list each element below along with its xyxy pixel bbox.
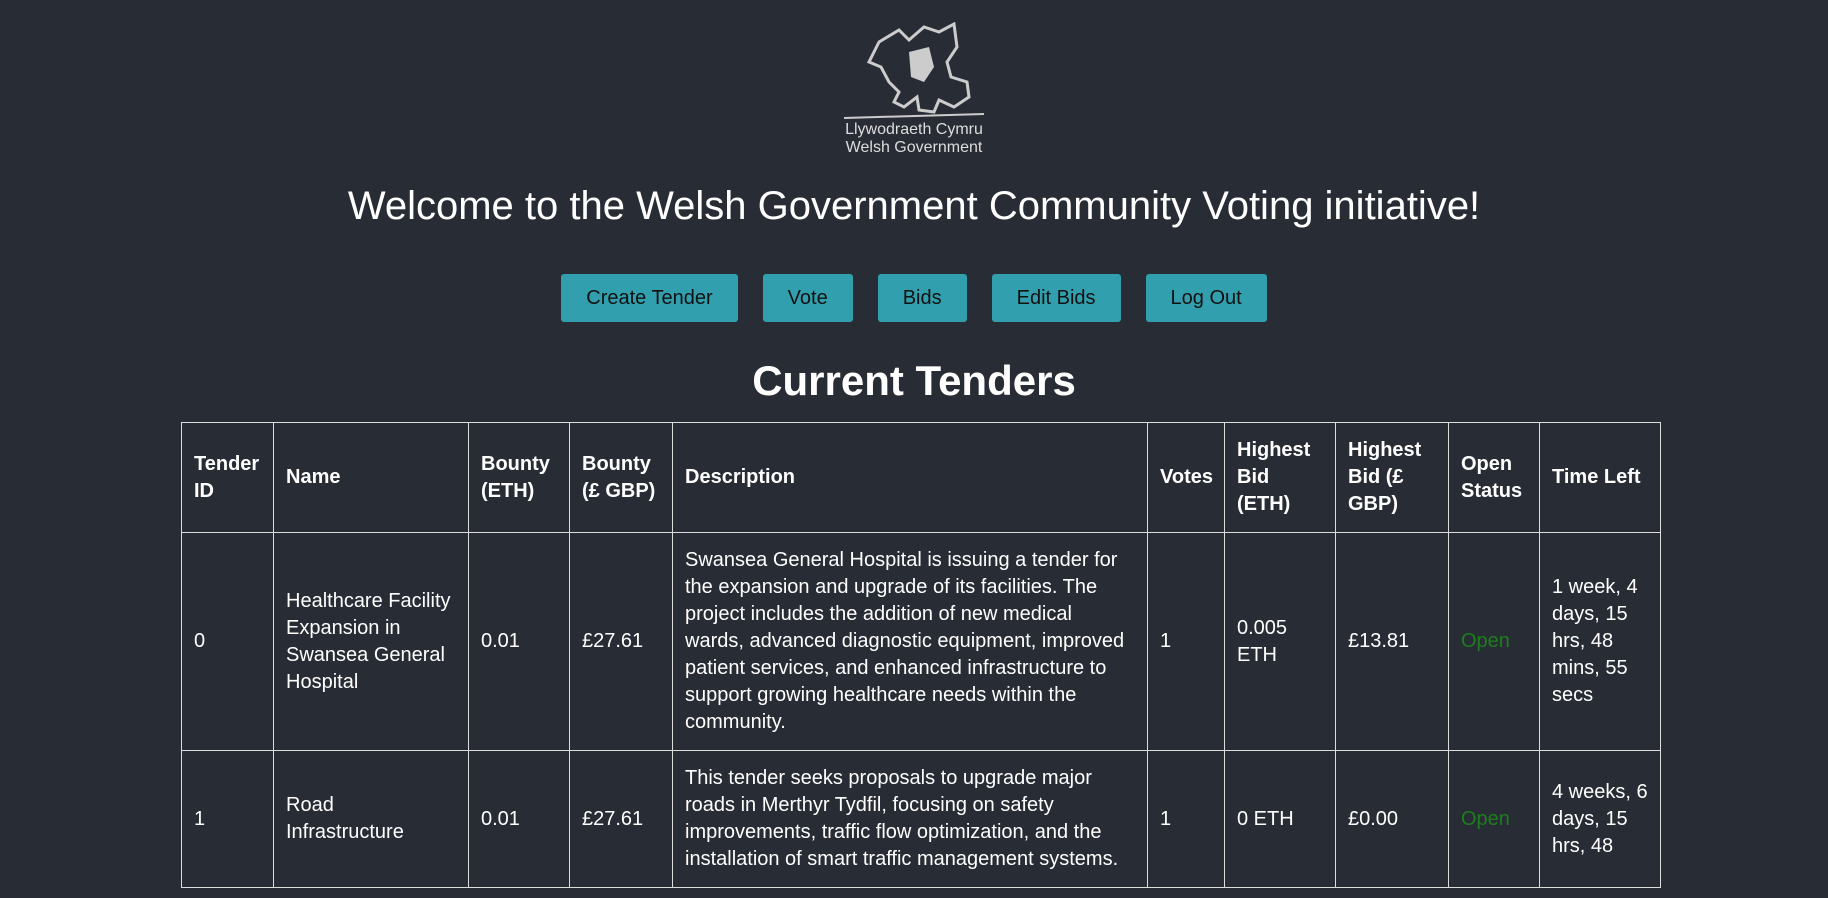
table-cell: £0.00 bbox=[1335, 750, 1449, 888]
table-cell: Road Infrastructure bbox=[273, 750, 469, 888]
page: Llywodraeth Cymru Welsh Government Welco… bbox=[0, 22, 1828, 898]
nav-button[interactable]: Vote bbox=[762, 274, 853, 322]
table-cell: Swansea General Hospital is issuing a te… bbox=[672, 532, 1148, 751]
column-header: Highest Bid (£ GBP) bbox=[1335, 422, 1449, 533]
table-cell: 1 bbox=[1147, 532, 1225, 751]
section-title: Current Tenders bbox=[752, 357, 1076, 404]
table-cell: 0.01 bbox=[468, 532, 570, 751]
tenders-table: Tender ID Name Bounty (ETH) Bounty (£ GBP) D… bbox=[181, 422, 1661, 888]
table-cell: Open bbox=[1448, 532, 1540, 751]
table-cell: 1 bbox=[1147, 750, 1225, 888]
table-cell: 4 weeks, 6 days, 15 hrs, 48 bbox=[1539, 750, 1661, 888]
column-header: Open Status bbox=[1448, 422, 1540, 533]
dragon bbox=[866, 22, 971, 114]
header-row: Tender ID Name Bounty (ETH) Bounty (£ GBP) D… bbox=[181, 422, 1661, 533]
nav-button[interactable]: Bids bbox=[877, 274, 967, 322]
nav-button[interactable]: Edit Bids bbox=[991, 274, 1121, 322]
dragon-body bbox=[909, 47, 934, 82]
table-cell: Healthcare Facility Expansion in Swansea… bbox=[273, 532, 469, 751]
nav-button[interactable]: Create Tender bbox=[561, 274, 738, 322]
column-header: Tender ID bbox=[181, 422, 274, 533]
table-row: 1 Road Infrastructure 0.01 £27.61 This tende… bbox=[181, 750, 1661, 888]
logo-text: Welsh Government bbox=[846, 139, 983, 156]
page-title: Welcome to the Welsh Government Communit… bbox=[347, 184, 1481, 228]
table-cell: 1 bbox=[181, 750, 274, 888]
column-header: Votes bbox=[1147, 422, 1225, 533]
column-header: Bounty (£ GBP) bbox=[569, 422, 673, 533]
logo-text: Llywodraeth Cymru bbox=[845, 121, 983, 138]
column-header: Highest Bid (ETH) bbox=[1224, 422, 1336, 533]
table-cell: 0.01 bbox=[468, 750, 570, 888]
column-header: Bounty (ETH) bbox=[468, 422, 570, 533]
table-cell: 0.005 ETH bbox=[1224, 532, 1336, 751]
table-cell: £27.61 bbox=[569, 532, 673, 751]
table-cell: £27.61 bbox=[569, 750, 673, 888]
table-cell: This tender seeks proposals to upgrade m… bbox=[672, 750, 1148, 888]
nav-bar: Create Tender Vote Bids Edit Bids Log Out bbox=[0, 274, 1828, 322]
table-row: 0 Healthcare Facility Expansion in Swanse… bbox=[181, 532, 1661, 751]
table-cell: Open bbox=[1448, 750, 1540, 888]
table-cell: 1 week, 4 days, 15 hrs, 48 mins, 55 secs bbox=[1539, 532, 1661, 751]
column-header: Time Left bbox=[1539, 422, 1661, 533]
column-header: Name bbox=[273, 422, 469, 533]
nav-button[interactable]: Log Out bbox=[1145, 274, 1267, 322]
column-header: Description bbox=[672, 422, 1148, 533]
table-cell: £13.81 bbox=[1335, 532, 1449, 751]
table-cell: 0 ETH bbox=[1224, 750, 1336, 888]
table-cell: 0 bbox=[181, 532, 274, 751]
logo-rule bbox=[843, 113, 985, 119]
logo: Llywodraeth Cymru Welsh Government bbox=[843, 22, 985, 156]
